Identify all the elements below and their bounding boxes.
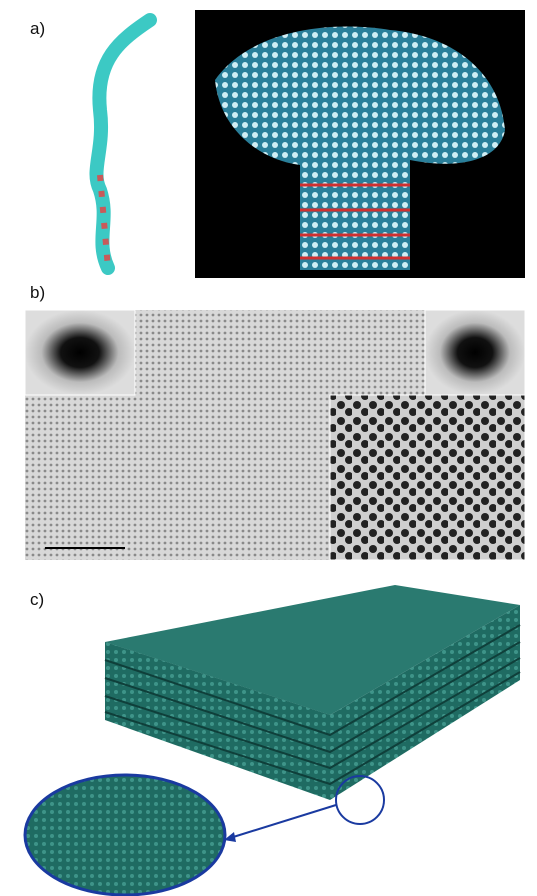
panel-label: c)	[30, 590, 44, 609]
diffraction-inset	[425, 310, 525, 395]
zoom-circle	[25, 775, 225, 895]
layered-stack	[105, 585, 520, 800]
panel-label: b)	[30, 283, 45, 302]
zoom-arrow	[230, 805, 336, 838]
molecule-model	[96, 20, 150, 268]
diffraction-inset	[25, 310, 135, 395]
zoom-inset	[330, 395, 525, 560]
panel-label: a)	[30, 19, 45, 38]
zoom-marker	[336, 776, 384, 824]
figure: a) b) c)	[0, 0, 537, 896]
